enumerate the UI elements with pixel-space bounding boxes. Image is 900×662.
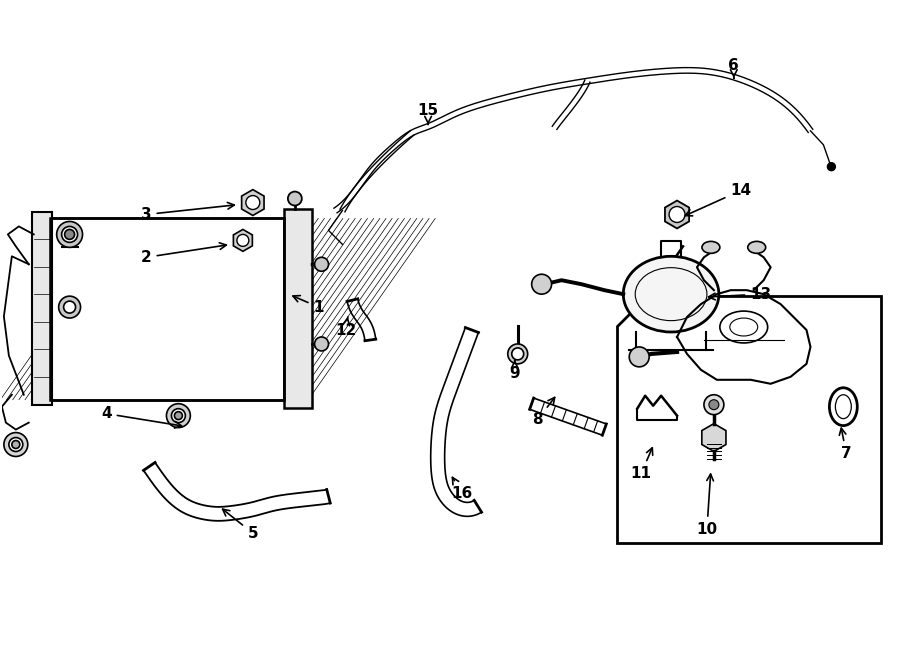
Polygon shape bbox=[617, 296, 881, 543]
Polygon shape bbox=[241, 189, 264, 216]
Polygon shape bbox=[702, 424, 726, 451]
Polygon shape bbox=[665, 201, 689, 228]
Circle shape bbox=[532, 274, 552, 294]
Text: 6: 6 bbox=[728, 58, 739, 78]
Text: 14: 14 bbox=[685, 183, 752, 216]
Circle shape bbox=[65, 230, 75, 240]
Circle shape bbox=[166, 404, 190, 428]
Circle shape bbox=[171, 408, 185, 422]
Circle shape bbox=[315, 258, 328, 271]
Circle shape bbox=[246, 195, 260, 209]
Circle shape bbox=[64, 301, 76, 313]
Ellipse shape bbox=[748, 242, 766, 254]
Circle shape bbox=[57, 222, 83, 248]
Polygon shape bbox=[233, 230, 252, 252]
Bar bbox=[284, 209, 311, 408]
Circle shape bbox=[669, 207, 685, 222]
Circle shape bbox=[175, 412, 183, 420]
Circle shape bbox=[508, 344, 527, 364]
Circle shape bbox=[58, 296, 81, 318]
Text: 16: 16 bbox=[451, 477, 472, 501]
Text: 10: 10 bbox=[697, 474, 717, 537]
Bar bbox=[50, 218, 284, 400]
Text: 13: 13 bbox=[708, 287, 771, 302]
Circle shape bbox=[12, 440, 20, 448]
Circle shape bbox=[512, 348, 524, 360]
Ellipse shape bbox=[835, 395, 851, 418]
Text: 15: 15 bbox=[418, 103, 438, 124]
Circle shape bbox=[704, 395, 724, 414]
Circle shape bbox=[4, 432, 28, 457]
Text: 11: 11 bbox=[631, 448, 652, 481]
Text: 1: 1 bbox=[292, 296, 324, 314]
Circle shape bbox=[709, 400, 719, 410]
Text: 4: 4 bbox=[101, 406, 182, 428]
Bar bbox=[32, 211, 51, 404]
Circle shape bbox=[315, 337, 328, 351]
Circle shape bbox=[61, 226, 77, 242]
Text: 5: 5 bbox=[222, 509, 258, 541]
Circle shape bbox=[827, 163, 835, 171]
Ellipse shape bbox=[830, 388, 858, 426]
Text: 2: 2 bbox=[141, 243, 226, 265]
Circle shape bbox=[237, 234, 248, 246]
Bar bbox=[50, 218, 284, 400]
Text: 3: 3 bbox=[141, 203, 234, 222]
Text: 8: 8 bbox=[532, 397, 554, 427]
Circle shape bbox=[288, 191, 302, 205]
Circle shape bbox=[629, 347, 649, 367]
Text: 7: 7 bbox=[840, 428, 851, 461]
Circle shape bbox=[9, 438, 22, 451]
Ellipse shape bbox=[702, 242, 720, 254]
Ellipse shape bbox=[624, 256, 719, 332]
Text: 9: 9 bbox=[509, 361, 520, 381]
Text: 12: 12 bbox=[335, 317, 356, 338]
